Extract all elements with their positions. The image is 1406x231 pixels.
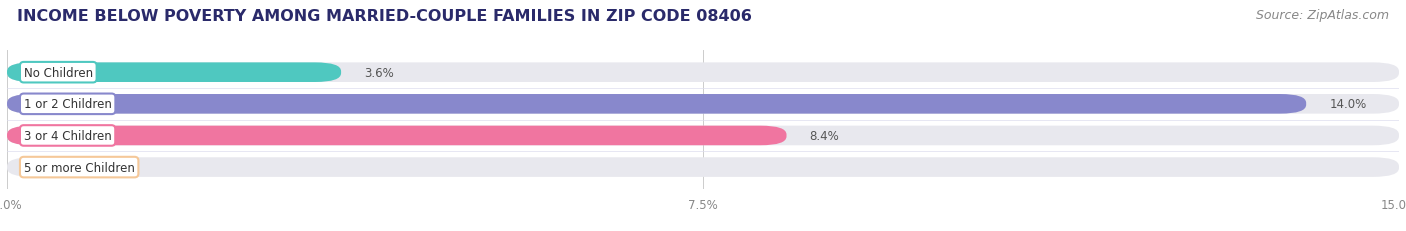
Text: 14.0%: 14.0% — [1330, 98, 1367, 111]
FancyBboxPatch shape — [7, 63, 1399, 83]
Text: 1 or 2 Children: 1 or 2 Children — [24, 98, 111, 111]
FancyBboxPatch shape — [7, 95, 1399, 114]
Text: 8.4%: 8.4% — [810, 129, 839, 142]
Text: 3 or 4 Children: 3 or 4 Children — [24, 129, 111, 142]
FancyBboxPatch shape — [7, 158, 1399, 177]
Text: 3.6%: 3.6% — [364, 66, 394, 79]
FancyBboxPatch shape — [7, 63, 342, 83]
FancyBboxPatch shape — [7, 95, 1306, 114]
FancyBboxPatch shape — [7, 126, 786, 146]
Text: INCOME BELOW POVERTY AMONG MARRIED-COUPLE FAMILIES IN ZIP CODE 08406: INCOME BELOW POVERTY AMONG MARRIED-COUPL… — [17, 9, 752, 24]
Text: 0.0%: 0.0% — [31, 161, 60, 174]
Text: Source: ZipAtlas.com: Source: ZipAtlas.com — [1256, 9, 1389, 22]
Text: 5 or more Children: 5 or more Children — [24, 161, 135, 174]
Text: No Children: No Children — [24, 66, 93, 79]
FancyBboxPatch shape — [7, 126, 1399, 146]
